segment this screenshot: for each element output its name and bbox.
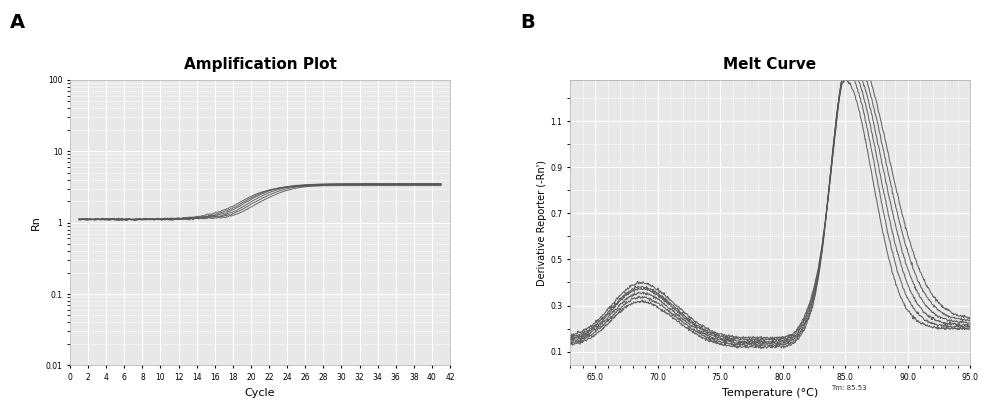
Text: A: A [10,13,25,32]
X-axis label: Cycle: Cycle [245,388,275,398]
Title: Melt Curve: Melt Curve [723,57,817,72]
Y-axis label: Derivative Reporter (-Rn'): Derivative Reporter (-Rn') [537,160,547,286]
X-axis label: Temperature (°C): Temperature (°C) [722,388,818,398]
Text: B: B [520,13,535,32]
Title: Amplification Plot: Amplification Plot [184,57,336,72]
Text: Tm: 85.53: Tm: 85.53 [831,386,867,391]
Y-axis label: Rn: Rn [31,215,41,230]
